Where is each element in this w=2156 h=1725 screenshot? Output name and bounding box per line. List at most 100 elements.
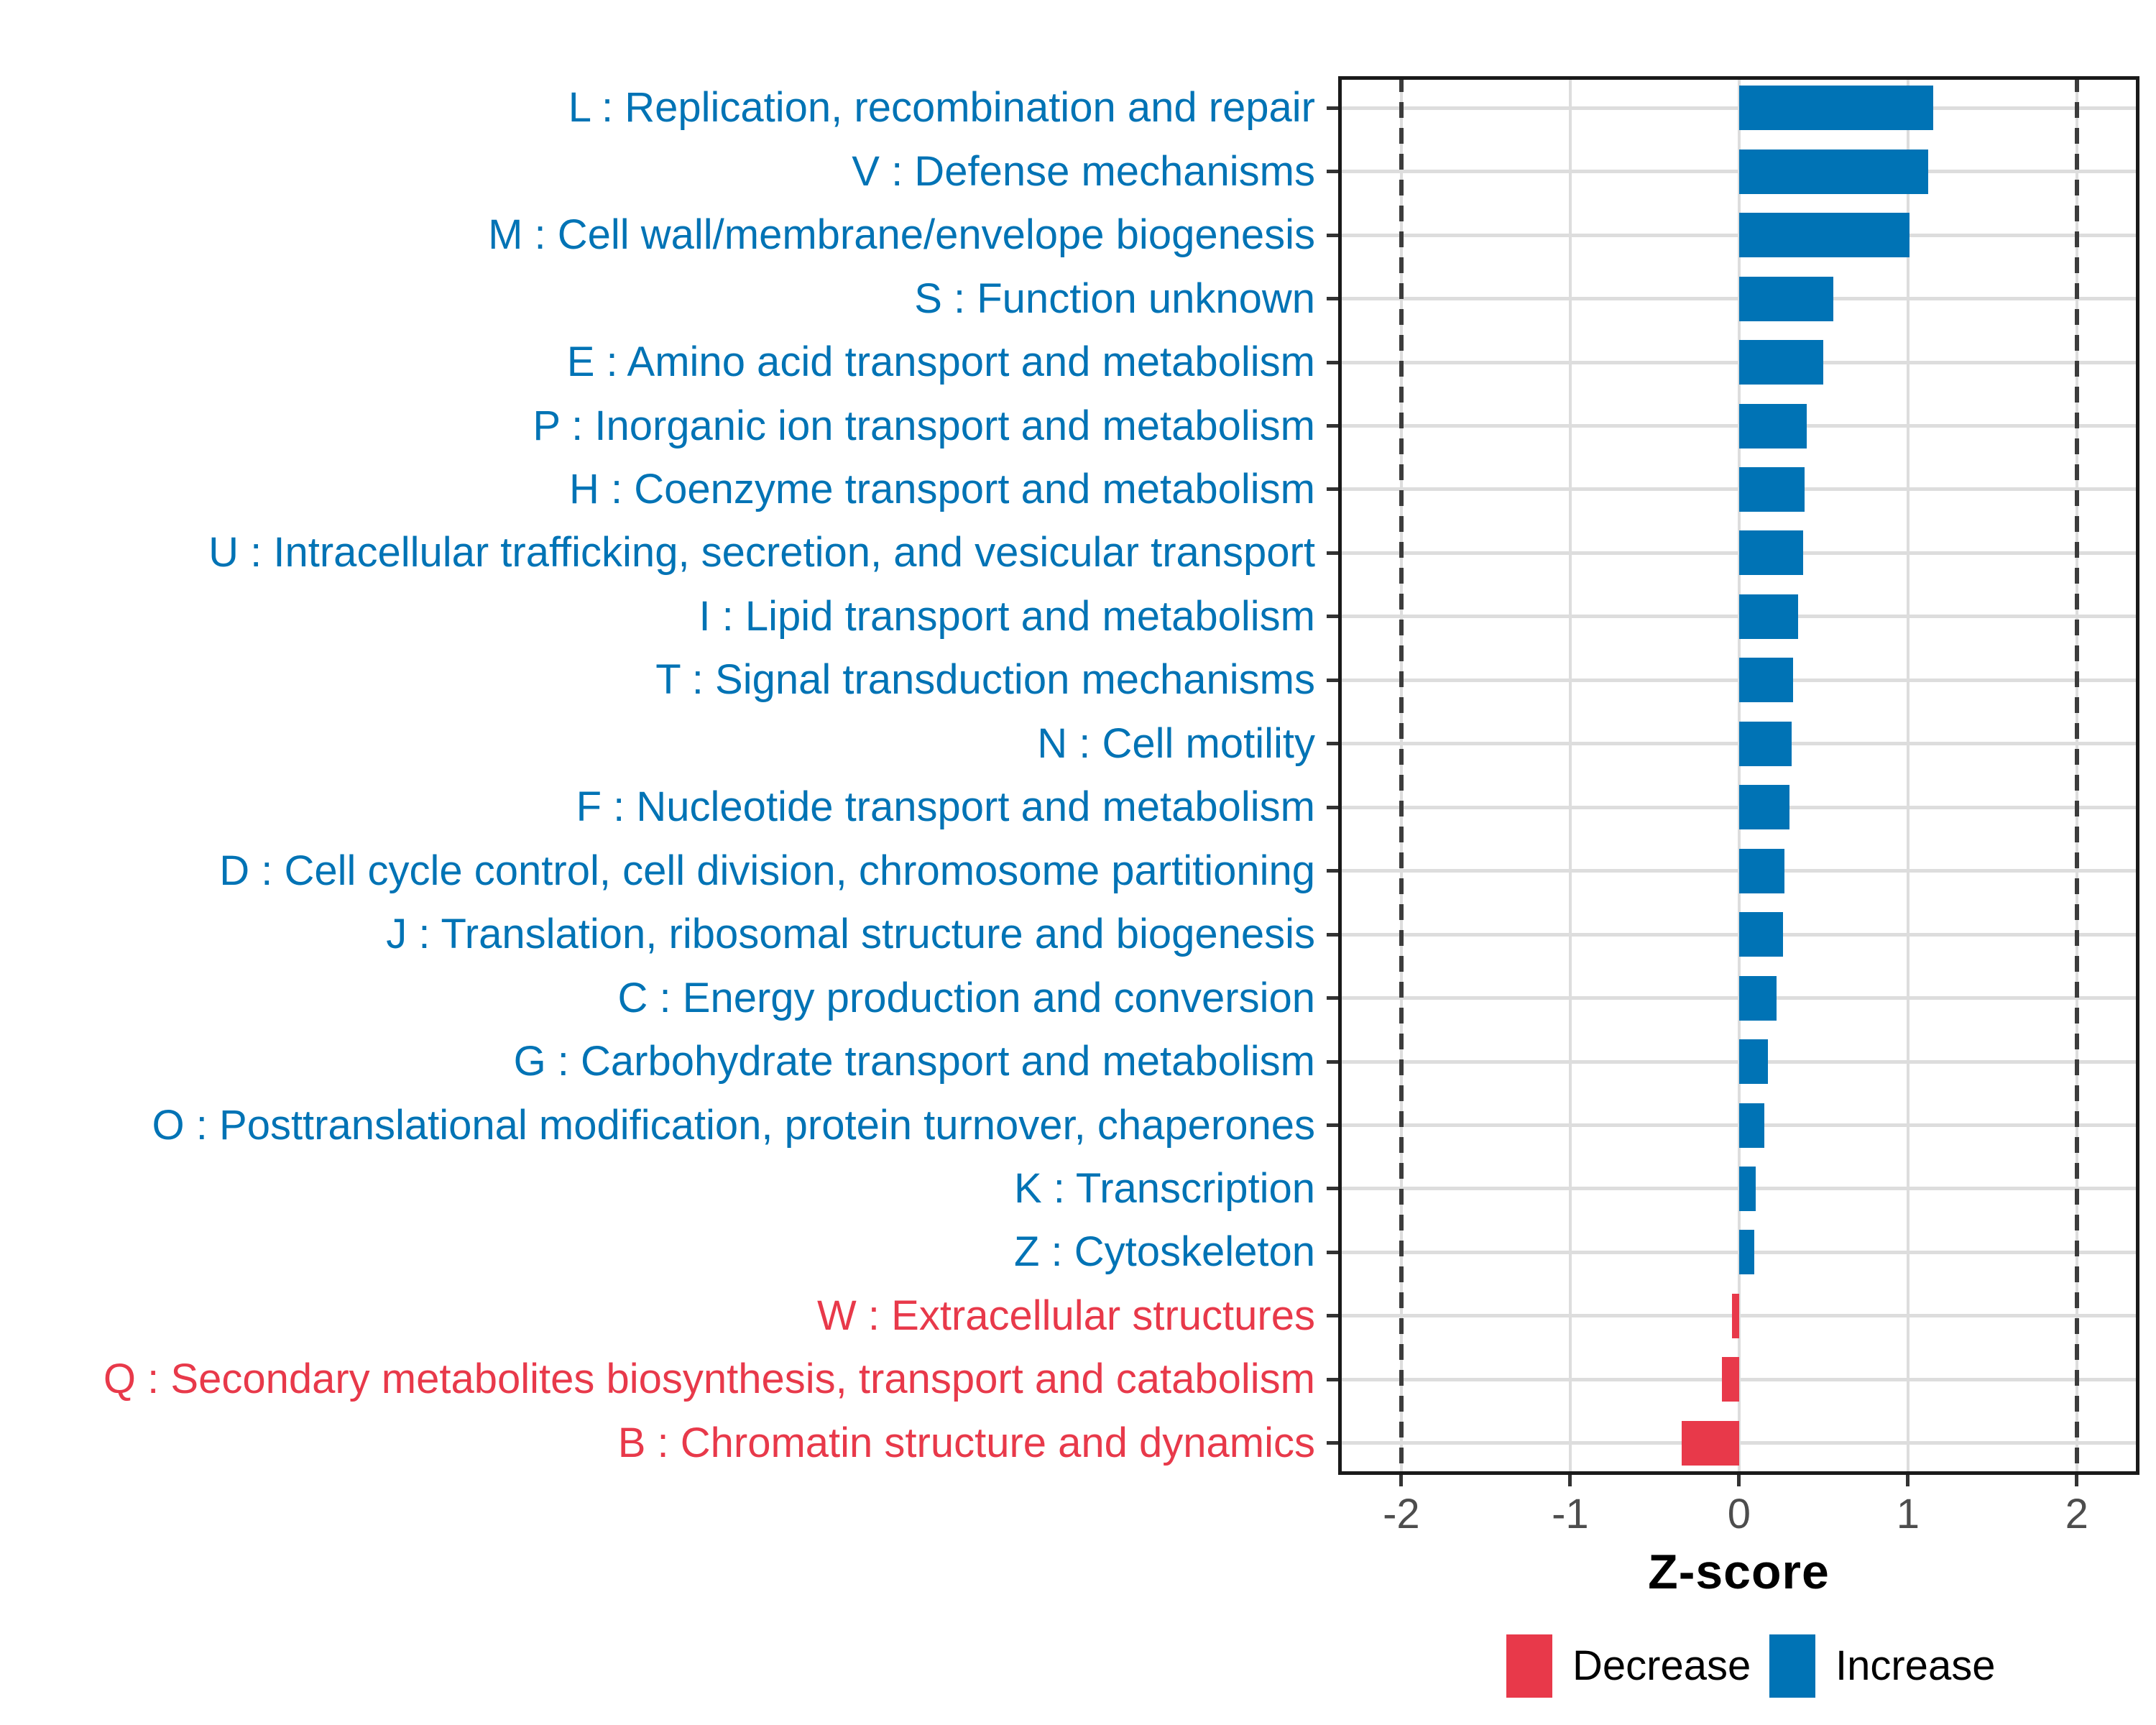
y-axis-label: D : Cell cycle control, cell division, c…	[219, 847, 1315, 894]
gridline-y	[1338, 1123, 2139, 1127]
bar-H	[1738, 466, 1805, 512]
y-axis-label: M : Cell wall/membrane/envelope biogenes…	[488, 211, 1315, 259]
x-axis-title: Z-score	[1648, 1545, 1830, 1599]
bar-O	[1738, 1103, 1765, 1148]
y-axis-label: P : Inorganic ion transport and metaboli…	[533, 402, 1315, 449]
x-tick	[1737, 1475, 1741, 1486]
bar-I	[1738, 594, 1799, 639]
legend-swatch-decrease	[1506, 1634, 1552, 1698]
y-tick	[1327, 1187, 1338, 1191]
y-tick	[1327, 233, 1338, 237]
y-tick	[1327, 869, 1338, 873]
y-axis-label: O : Posttranslational modification, prot…	[152, 1101, 1315, 1149]
y-tick	[1327, 1441, 1338, 1445]
y-axis-label: N : Cell motility	[1037, 719, 1315, 767]
gridline-y	[1338, 615, 2139, 619]
gridline-y	[1338, 233, 2139, 237]
x-tick-label: 0	[1727, 1491, 1751, 1537]
x-tick-label: 2	[2065, 1491, 2088, 1537]
y-tick	[1327, 297, 1338, 301]
y-axis-label: L : Replication, recombination and repai…	[568, 84, 1315, 132]
dashed-reference-line-2	[2074, 76, 2079, 1475]
y-axis-label: U : Intracellular trafficking, secretion…	[208, 529, 1315, 576]
x-tick	[1568, 1475, 1572, 1486]
y-axis-label: K : Transcription	[1013, 1164, 1315, 1212]
y-axis-label: F : Nucleotide transport and metabolism	[576, 783, 1315, 831]
gridline-y	[1338, 869, 2139, 873]
bar-V	[1738, 149, 1929, 194]
y-tick	[1327, 615, 1338, 619]
y-axis-label: C : Energy production and conversion	[617, 974, 1315, 1021]
y-axis-label: E : Amino acid transport and metabolism	[566, 339, 1315, 386]
bar-L	[1738, 86, 1934, 131]
y-tick	[1327, 551, 1338, 555]
bar-E	[1738, 340, 1824, 385]
y-tick	[1327, 932, 1338, 937]
y-axis-label: T : Signal transduction mechanisms	[655, 656, 1315, 704]
gridline-y	[1338, 1187, 2139, 1191]
gridline-y	[1338, 106, 2139, 110]
gridline-y	[1338, 1059, 2139, 1064]
bar-F	[1738, 785, 1790, 830]
gridline-x-0	[1737, 76, 1741, 1475]
y-tick	[1327, 678, 1338, 682]
y-tick	[1327, 1059, 1338, 1064]
dashed-reference-line--2	[1399, 76, 1404, 1475]
gridline-y	[1338, 551, 2139, 555]
y-axis-label: I : Lipid transport and metabolism	[699, 592, 1315, 640]
y-axis-label: Q : Secondary metabolites biosynthesis, …	[103, 1356, 1315, 1403]
y-axis-label: J : Translation, ribosomal structure and…	[386, 911, 1315, 958]
plot-panel	[1338, 76, 2139, 1475]
y-tick	[1327, 1314, 1338, 1318]
bar-N	[1738, 721, 1792, 766]
gridline-y	[1338, 297, 2139, 301]
bar-U	[1738, 530, 1804, 576]
y-tick	[1327, 1377, 1338, 1381]
y-axis-label: S : Function unknown	[914, 275, 1315, 322]
y-tick	[1327, 805, 1338, 809]
gridline-y	[1338, 170, 2139, 174]
y-axis-label: H : Coenzyme transport and metabolism	[569, 465, 1315, 512]
bar-K	[1738, 1166, 1756, 1211]
y-tick	[1327, 424, 1338, 428]
bar-T	[1738, 658, 1794, 703]
y-tick	[1327, 1250, 1338, 1254]
y-axis-label: G : Carbohydrate transport and metabolis…	[513, 1038, 1315, 1085]
x-tick-label: -2	[1383, 1491, 1420, 1537]
bar-P	[1738, 403, 1807, 448]
gridline-y	[1338, 360, 2139, 364]
gridline-y	[1338, 678, 2139, 682]
bar-D	[1738, 848, 1785, 893]
bar-W	[1732, 1293, 1739, 1338]
y-tick	[1327, 170, 1338, 174]
gridline-y	[1338, 932, 2139, 937]
y-tick	[1327, 996, 1338, 1000]
bar-B	[1681, 1420, 1739, 1466]
gridline-y	[1338, 487, 2139, 492]
x-tick	[1399, 1475, 1404, 1486]
bar-G	[1738, 1039, 1768, 1085]
bar-M	[1738, 213, 1910, 258]
y-tick	[1327, 742, 1338, 746]
y-tick	[1327, 360, 1338, 364]
bar-S	[1738, 276, 1834, 321]
gridline-x--1	[1568, 76, 1572, 1475]
x-tick-label: -1	[1552, 1491, 1589, 1537]
y-axis-label: Z : Cytoskeleton	[1013, 1228, 1315, 1276]
y-tick	[1327, 487, 1338, 492]
x-tick-label: 1	[1896, 1491, 1920, 1537]
y-tick	[1327, 106, 1338, 110]
legend-label-increase: Increase	[1835, 1642, 1996, 1689]
bar-Q	[1722, 1357, 1739, 1402]
bar-C	[1738, 975, 1777, 1021]
y-tick	[1327, 1123, 1338, 1127]
gridline-y	[1338, 805, 2139, 809]
legend-swatch-increase	[1769, 1634, 1815, 1698]
gridline-x-1	[1906, 76, 1909, 1475]
gridline-y	[1338, 996, 2139, 1000]
legend-label-decrease: Decrease	[1572, 1642, 1751, 1689]
bar-Z	[1738, 1230, 1754, 1275]
y-axis-label: V : Defense mechanisms	[852, 147, 1315, 195]
gridline-y	[1338, 424, 2139, 428]
